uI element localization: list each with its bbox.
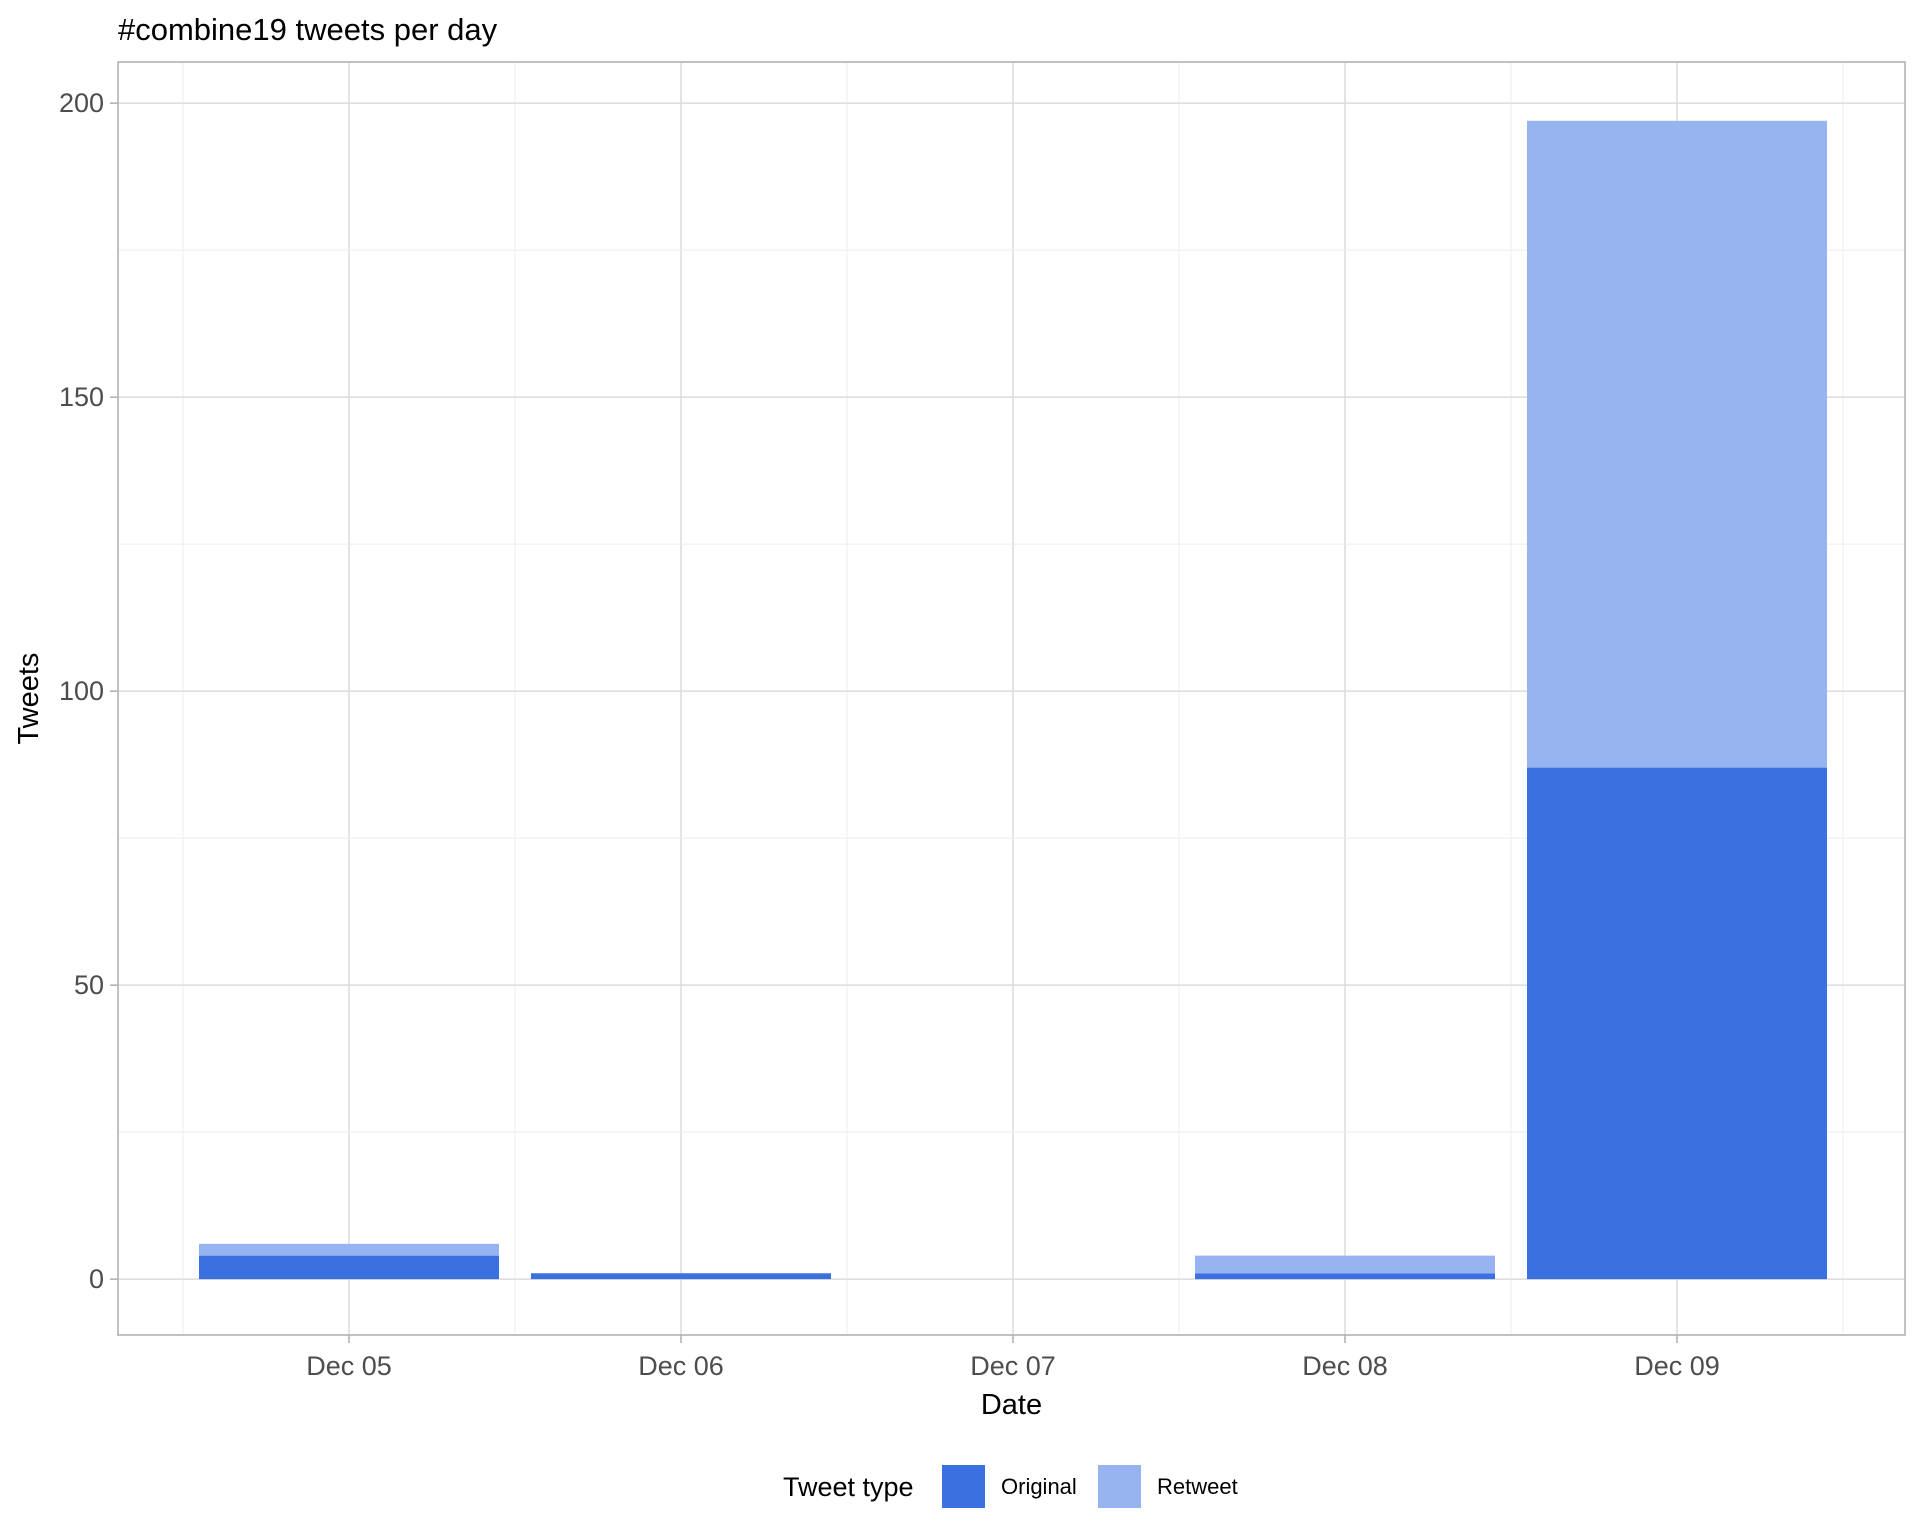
bar-retweet-dec-05 [199,1243,499,1256]
legend-title: Tweet type [783,1472,914,1502]
y-tick-label: 200 [59,88,104,118]
y-tick-label: 0 [89,1264,104,1294]
x-tick-label: Dec 07 [970,1351,1056,1381]
legend-key-original [942,1465,985,1508]
bar-retweet-dec-08 [1195,1255,1495,1274]
y-axis-label: Tweets [13,653,45,745]
legend-key-retweet [1098,1465,1141,1508]
y-tick-label: 100 [59,676,104,706]
x-tick-label: Dec 09 [1634,1351,1720,1381]
legend-label-original: Original [1001,1474,1077,1499]
legend: Tweet type Original Retweet [783,1465,1238,1508]
x-tick-label: Dec 08 [1302,1351,1388,1381]
bars [199,120,1827,1280]
bar-original-dec-06 [531,1273,831,1280]
bar-original-dec-09 [1527,767,1827,1280]
bar-retweet-dec-09 [1527,120,1827,768]
y-tick-label: 150 [59,382,104,412]
x-tick-label: Dec 06 [638,1351,724,1381]
axis-ticks: 0 50 100 150 200 Dec 05 Dec 06 Dec 07 Dec 08 Dec … [59,88,1720,1381]
legend-label-retweet: Retweet [1157,1474,1238,1499]
panel-border [117,61,1906,1336]
bar-original-dec-05 [199,1255,499,1280]
x-tick-label: Dec 05 [306,1351,392,1381]
bar-original-dec-08 [1195,1273,1495,1280]
chart-title: #combine19 tweets per day [118,12,498,47]
y-tick-label: 50 [74,970,104,1000]
x-axis-label: Date [981,1389,1042,1421]
